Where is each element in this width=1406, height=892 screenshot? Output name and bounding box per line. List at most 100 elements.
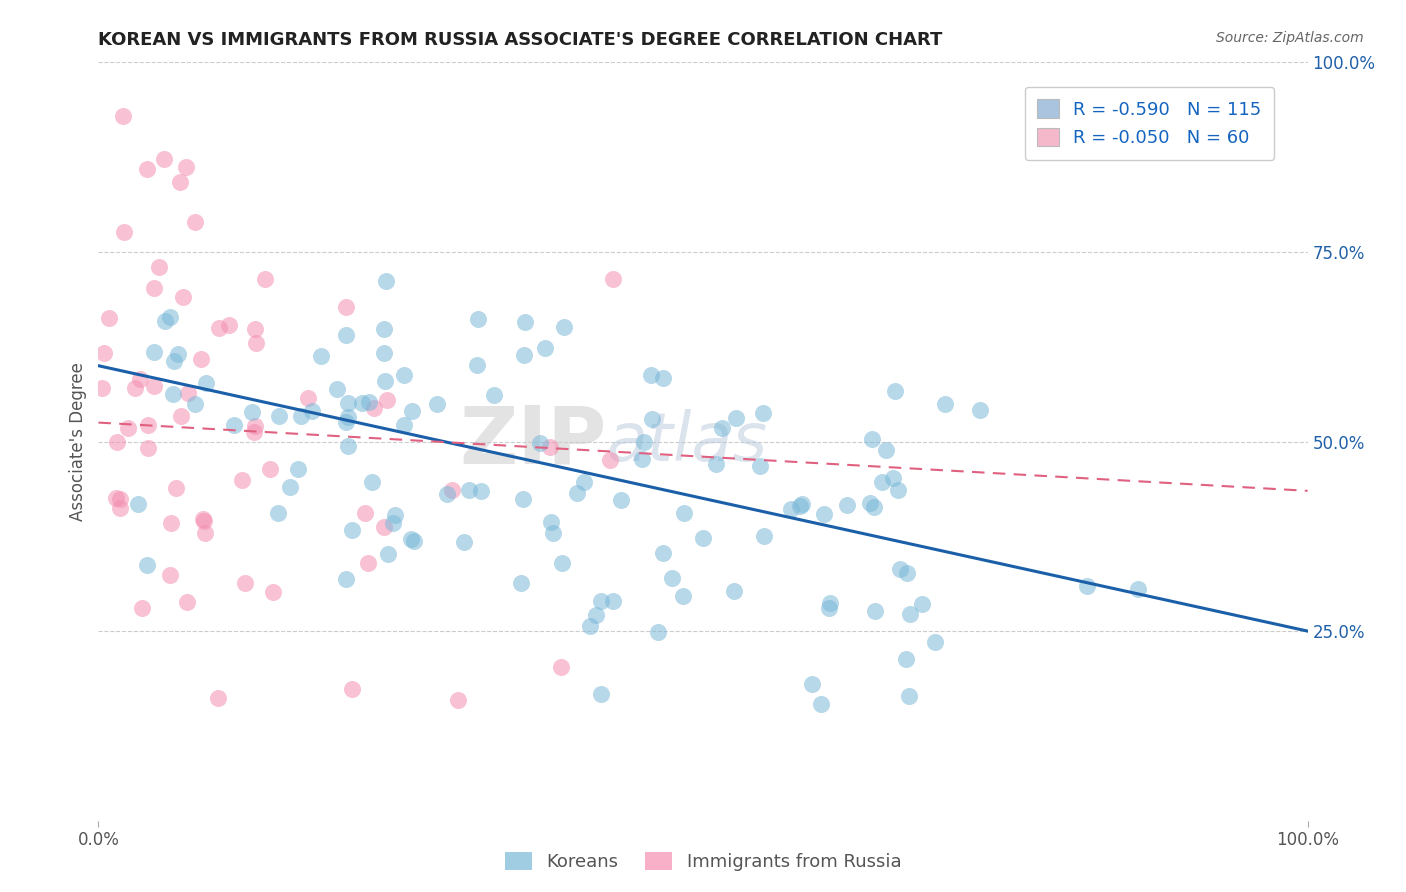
- Point: [652, 546, 675, 560]
- Point: [373, 345, 395, 359]
- Point: [253, 272, 276, 286]
- Point: [540, 515, 562, 529]
- Point: [510, 575, 533, 590]
- Point: [208, 320, 231, 334]
- Point: [813, 508, 835, 522]
- Point: [373, 322, 395, 336]
- Point: [436, 487, 458, 501]
- Point: [440, 483, 463, 497]
- Point: [169, 175, 191, 189]
- Point: [335, 572, 357, 586]
- Point: [886, 483, 908, 497]
- Point: [969, 403, 991, 417]
- Point: [482, 387, 505, 401]
- Point: [142, 345, 165, 359]
- Point: [837, 498, 859, 512]
- Point: [375, 274, 398, 288]
- Point: [692, 531, 714, 545]
- Point: [224, 418, 246, 433]
- Point: [124, 382, 146, 396]
- Y-axis label: Associate's Degree: Associate's Degree: [69, 362, 87, 521]
- Text: atlas: atlas: [606, 409, 768, 475]
- Point: [550, 660, 572, 674]
- Point: [572, 475, 595, 490]
- Point: [111, 108, 134, 122]
- Point: [384, 508, 406, 522]
- Point: [779, 501, 801, 516]
- Point: [375, 393, 398, 408]
- Point: [360, 475, 382, 490]
- Point: [402, 534, 425, 549]
- Point: [159, 516, 181, 530]
- Point: [399, 532, 422, 546]
- Point: [610, 493, 633, 508]
- Point: [790, 497, 813, 511]
- Point: [373, 520, 395, 534]
- Point: [159, 568, 181, 582]
- Point: [336, 396, 359, 410]
- Point: [287, 461, 309, 475]
- Point: [259, 462, 281, 476]
- Point: [897, 689, 920, 703]
- Point: [723, 584, 745, 599]
- Point: [860, 432, 883, 446]
- Point: [647, 624, 669, 639]
- Point: [233, 576, 256, 591]
- Point: [243, 419, 266, 434]
- Legend: R = -0.590   N = 115, R = -0.050   N = 60: R = -0.590 N = 115, R = -0.050 N = 60: [1025, 87, 1274, 160]
- Point: [889, 562, 911, 576]
- Point: [112, 225, 135, 239]
- Point: [565, 486, 588, 500]
- Point: [381, 516, 404, 530]
- Point: [131, 600, 153, 615]
- Point: [170, 409, 193, 423]
- Point: [1126, 582, 1149, 596]
- Point: [529, 436, 551, 450]
- Point: [467, 312, 489, 326]
- Point: [810, 698, 832, 712]
- Point: [165, 481, 187, 495]
- Point: [553, 320, 575, 334]
- Point: [515, 314, 537, 328]
- Point: [872, 475, 894, 489]
- Point: [194, 376, 217, 391]
- Point: [661, 571, 683, 585]
- Point: [789, 499, 811, 513]
- Point: [457, 483, 479, 497]
- Point: [110, 501, 132, 516]
- Point: [191, 512, 214, 526]
- Point: [426, 397, 449, 411]
- Point: [465, 358, 488, 372]
- Point: [640, 368, 662, 382]
- Point: [550, 556, 572, 570]
- Point: [136, 417, 159, 432]
- Point: [155, 313, 177, 327]
- Point: [354, 506, 377, 520]
- Point: [401, 404, 423, 418]
- Point: [896, 566, 918, 580]
- Point: [350, 396, 373, 410]
- Point: [290, 409, 312, 424]
- Point: [589, 594, 612, 608]
- Point: [924, 635, 946, 649]
- Point: [1076, 578, 1098, 592]
- Point: [105, 491, 128, 505]
- Point: [245, 335, 267, 350]
- Point: [267, 506, 290, 520]
- Point: [278, 480, 301, 494]
- Point: [392, 368, 415, 383]
- Point: [751, 406, 773, 420]
- Point: [541, 526, 564, 541]
- Point: [818, 601, 841, 615]
- Legend: Koreans, Immigrants from Russia: Koreans, Immigrants from Russia: [498, 845, 908, 879]
- Point: [602, 272, 624, 286]
- Point: [135, 558, 157, 573]
- Point: [262, 584, 284, 599]
- Point: [335, 300, 357, 314]
- Point: [359, 395, 381, 409]
- Point: [127, 497, 149, 511]
- Point: [453, 535, 475, 549]
- Point: [207, 690, 229, 705]
- Point: [190, 351, 212, 366]
- Point: [633, 434, 655, 449]
